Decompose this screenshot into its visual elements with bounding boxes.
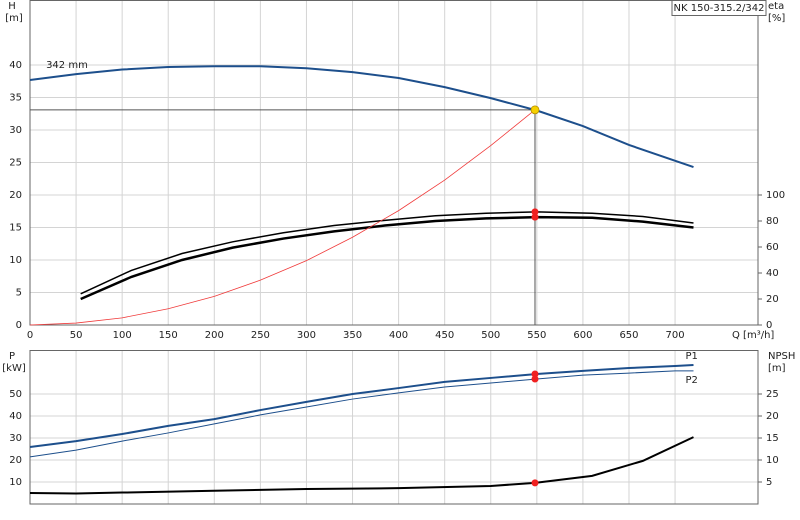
y-tick-label: 0: [16, 320, 22, 331]
y2-tick-label: 15: [766, 433, 779, 444]
y-tick-label: 25: [9, 158, 22, 169]
y2-tick-label: 100: [766, 190, 785, 201]
y-tick-label: 30: [9, 433, 22, 444]
x-tick-label: 550: [527, 330, 546, 341]
y-tick-label: 10: [9, 255, 22, 266]
curve-label: 342 mm: [46, 60, 88, 71]
x-tick-label: 0: [27, 330, 33, 341]
curve-label: P1: [685, 351, 697, 362]
y-axis-label: P: [9, 351, 15, 362]
y-tick-label: 5: [16, 288, 22, 299]
title-box: [671, 0, 767, 16]
y2-tick-label: 0: [766, 320, 772, 331]
operating-marker: [531, 370, 539, 378]
y2-tick-label: 25: [766, 389, 779, 400]
y2-tick-label: 20: [766, 411, 779, 422]
x-tick-label: 450: [435, 330, 454, 341]
x-axis-label: Q [m³/h]: [732, 330, 774, 341]
y-axis-label: H: [8, 1, 16, 12]
curve: [80, 215, 694, 301]
curve: [80, 211, 694, 295]
duty-point: [530, 105, 540, 115]
y-axis-unit: [m]: [5, 13, 23, 24]
x-tick-label: 350: [343, 330, 362, 341]
x-tick-label: 400: [389, 330, 408, 341]
y2-tick-label: 60: [766, 242, 779, 253]
x-tick-label: 500: [481, 330, 500, 341]
operating-marker: [531, 208, 539, 216]
operating-marker: [531, 213, 539, 221]
operating-marker: [531, 375, 539, 383]
y2-tick-label: 5: [766, 477, 772, 488]
x-tick-label: 250: [251, 330, 270, 341]
curve: [29, 65, 694, 168]
curve: [29, 109, 536, 326]
x-tick-label: 650: [619, 330, 638, 341]
y2-tick-label: 20: [766, 294, 779, 305]
x-tick-label: 150: [159, 330, 178, 341]
y-axis-unit: [kW]: [2, 363, 26, 374]
y-tick-label: 50: [9, 389, 22, 400]
x-tick-label: 200: [205, 330, 224, 341]
y-tick-label: 15: [9, 223, 22, 234]
y2-axis-label: NPSH: [768, 351, 795, 362]
chart-title: NK 150-315.2/342: [674, 3, 765, 14]
x-tick-label: 300: [297, 330, 316, 341]
x-tick-label: 700: [666, 330, 685, 341]
y-tick-label: 40: [9, 60, 22, 71]
curve: [29, 436, 694, 495]
y-tick-label: 10: [9, 477, 22, 488]
y-tick-label: 20: [9, 190, 22, 201]
curve: [29, 370, 694, 458]
y2-tick-label: 80: [766, 216, 779, 227]
y-tick-label: 20: [9, 455, 22, 466]
y2-tick-label: 40: [766, 268, 779, 279]
y2-axis-unit: [%]: [768, 13, 785, 24]
plot-frame: [29, 350, 759, 505]
y2-axis-unit: [m]: [768, 363, 786, 374]
curve-label: P2: [685, 375, 697, 386]
x-tick-label: 50: [70, 330, 83, 341]
plot-frame: [29, 0, 759, 326]
y2-axis-label: eta: [768, 1, 784, 12]
x-tick-label: 600: [573, 330, 592, 341]
y-tick-label: 40: [9, 411, 22, 422]
operating-marker: [531, 479, 539, 487]
curve: [29, 363, 694, 449]
y-tick-label: 30: [9, 125, 22, 136]
y-tick-label: 35: [9, 93, 22, 104]
y2-tick-label: 10: [766, 455, 779, 466]
x-tick-label: 100: [113, 330, 132, 341]
